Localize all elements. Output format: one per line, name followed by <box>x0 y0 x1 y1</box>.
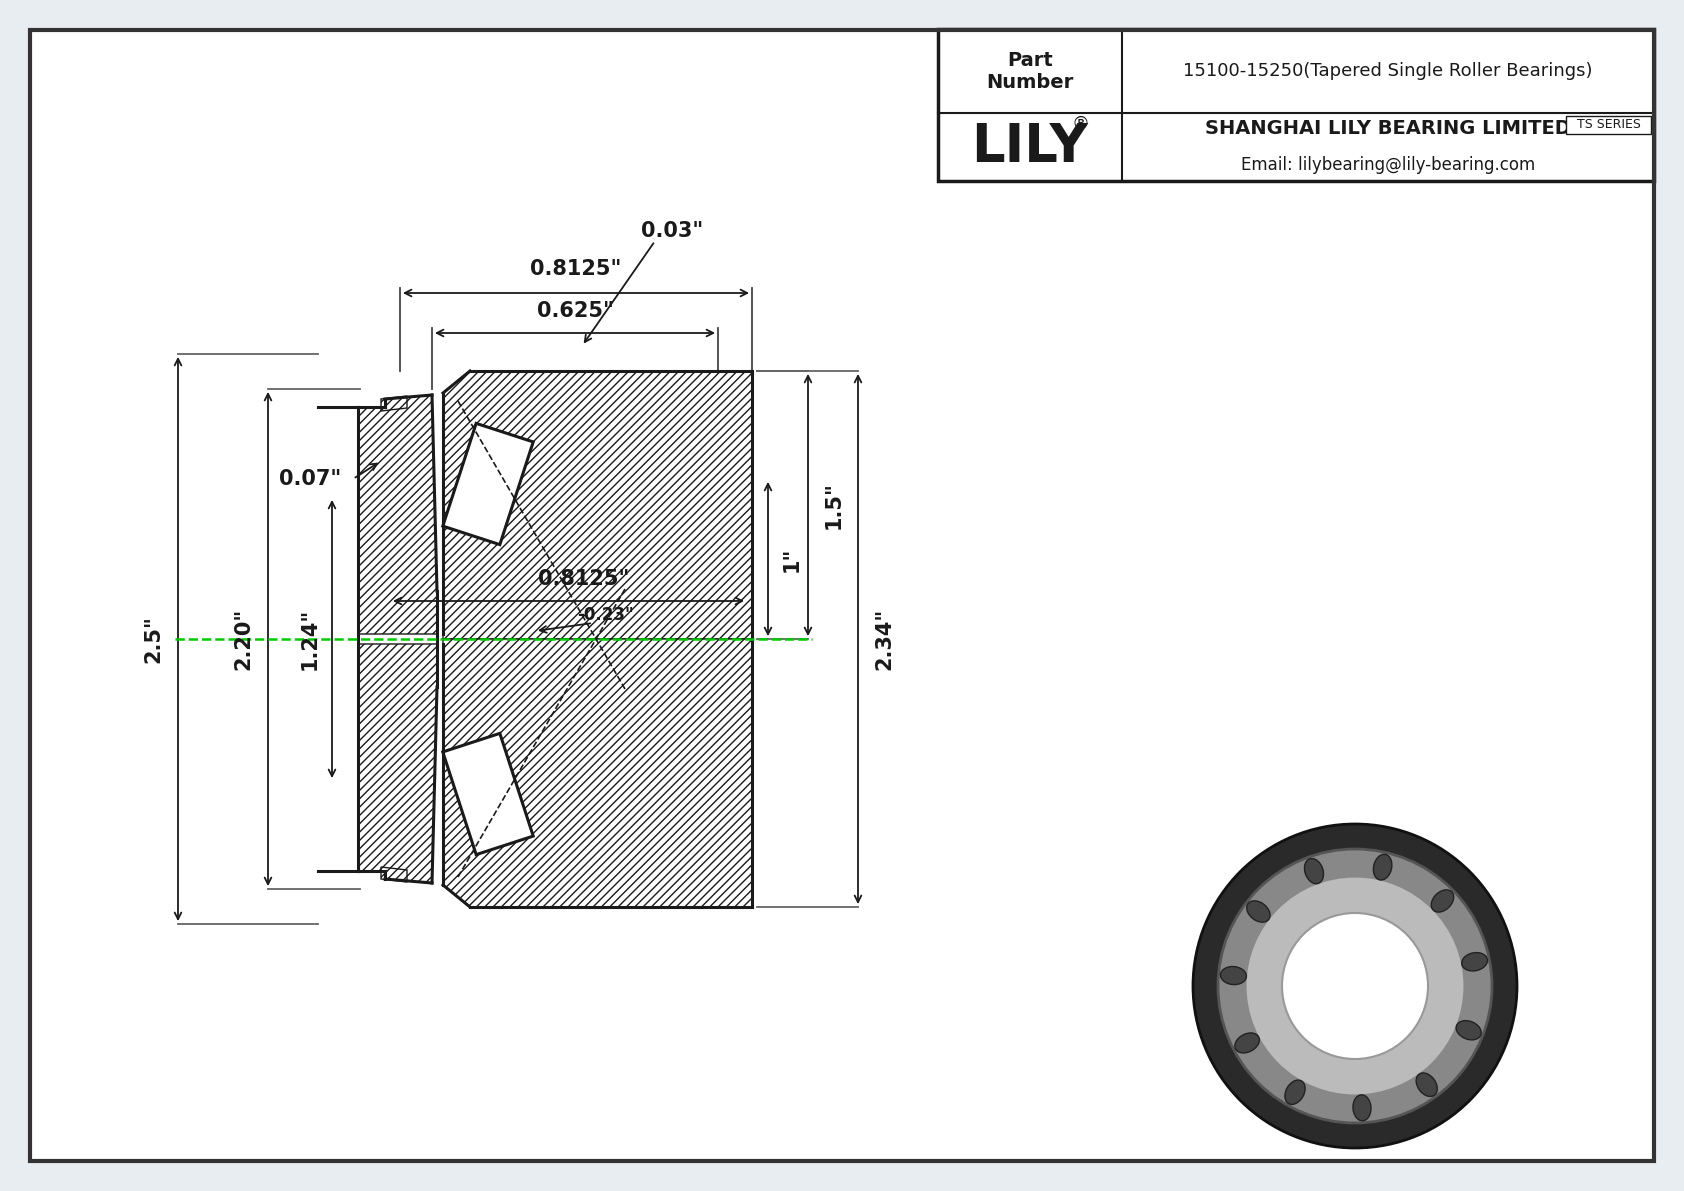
Bar <box>1566 116 1650 135</box>
Text: 1": 1" <box>781 547 802 572</box>
Polygon shape <box>359 395 438 634</box>
Text: 0.8125": 0.8125" <box>530 258 621 279</box>
Ellipse shape <box>1462 953 1487 971</box>
Text: 1.24": 1.24" <box>300 607 320 671</box>
Text: 1.5": 1.5" <box>823 481 844 529</box>
Ellipse shape <box>1192 824 1517 1148</box>
Text: 2.5": 2.5" <box>143 615 163 663</box>
Ellipse shape <box>1457 1021 1482 1040</box>
Text: -0.23": -0.23" <box>578 606 635 624</box>
Text: 15100-15250(Tapered Single Roller Bearings): 15100-15250(Tapered Single Roller Bearin… <box>1184 62 1593 80</box>
Bar <box>318 405 359 873</box>
Text: 0.07": 0.07" <box>280 469 342 490</box>
Text: ®: ® <box>1071 116 1090 133</box>
Ellipse shape <box>1218 849 1492 1123</box>
Polygon shape <box>381 867 408 883</box>
Bar <box>938 29 1654 181</box>
Text: Email: lilybearing@lily-bearing.com: Email: lilybearing@lily-bearing.com <box>1241 156 1536 174</box>
Text: 2.34": 2.34" <box>874 607 894 671</box>
Ellipse shape <box>1285 1080 1305 1104</box>
Text: Part
Number: Part Number <box>987 50 1074 92</box>
Text: 2.20": 2.20" <box>232 607 253 671</box>
Ellipse shape <box>1246 900 1270 922</box>
Polygon shape <box>443 423 534 544</box>
Ellipse shape <box>1352 1095 1371 1121</box>
Text: 0.625": 0.625" <box>537 301 613 322</box>
Polygon shape <box>443 640 753 908</box>
Ellipse shape <box>1374 854 1393 880</box>
Ellipse shape <box>1431 890 1453 912</box>
Text: LILY: LILY <box>972 121 1088 173</box>
Polygon shape <box>381 395 408 411</box>
Text: TS SERIES: TS SERIES <box>1576 118 1640 131</box>
Ellipse shape <box>1234 1033 1260 1053</box>
Ellipse shape <box>1416 1073 1436 1097</box>
Ellipse shape <box>1246 877 1465 1096</box>
Text: 0.03": 0.03" <box>642 222 704 241</box>
Text: SHANGHAI LILY BEARING LIMITED: SHANGHAI LILY BEARING LIMITED <box>1206 119 1571 138</box>
Ellipse shape <box>1282 913 1428 1059</box>
Text: 0.8125": 0.8125" <box>537 569 630 590</box>
Polygon shape <box>443 734 534 855</box>
Ellipse shape <box>1221 967 1246 985</box>
Polygon shape <box>359 644 438 883</box>
Polygon shape <box>443 372 753 640</box>
Ellipse shape <box>1305 859 1324 884</box>
